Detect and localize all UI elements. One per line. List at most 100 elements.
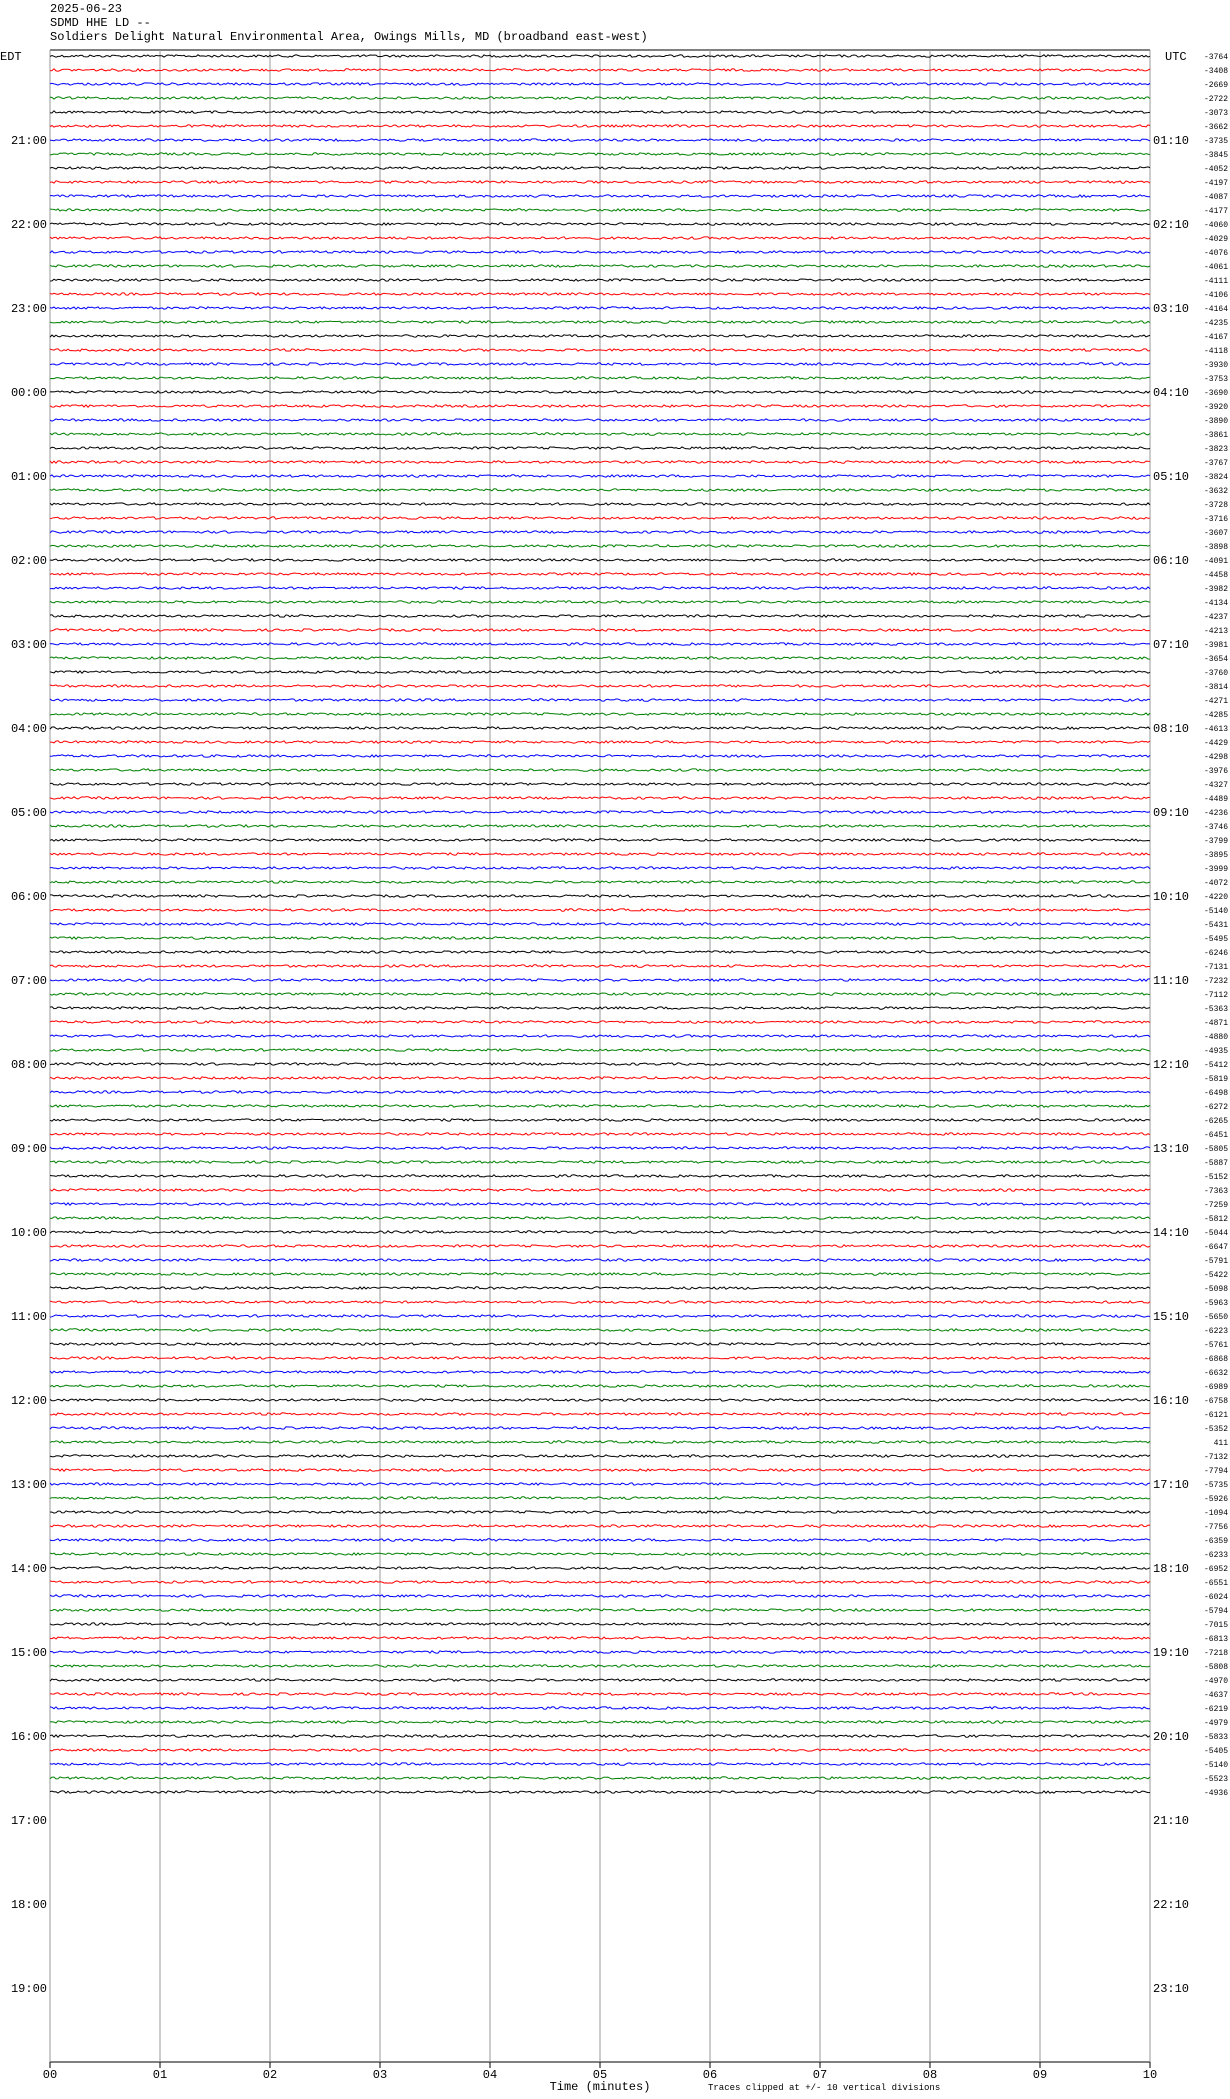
seismic-trace [49, 628, 1151, 632]
left-hour-label: 21:00 [11, 134, 47, 148]
trace-offset: -4429 [1204, 739, 1228, 748]
trace-offset: -4111 [1204, 277, 1228, 286]
left-hour-label: 22:00 [11, 218, 47, 232]
seismic-trace [49, 824, 1151, 828]
seismic-trace [49, 418, 1151, 422]
left-zone: EDT [0, 50, 22, 64]
trace-offset: -4936 [1204, 1789, 1228, 1798]
seismic-trace [49, 1342, 1151, 1346]
seismic-trace [49, 96, 1151, 100]
trace-offset: -3632 [1204, 487, 1228, 496]
trace-offset: -4052 [1204, 165, 1228, 174]
right-hour-label: 02:10 [1153, 218, 1189, 232]
trace-offset: -3824 [1204, 473, 1228, 482]
trace-offset: -4871 [1204, 1019, 1228, 1028]
seismic-trace [49, 1468, 1151, 1472]
right-hour-label: 14:10 [1153, 1226, 1189, 1240]
seismic-trace [49, 1258, 1151, 1262]
left-hour-label: 02:00 [11, 554, 47, 568]
left-hour-label: 15:00 [11, 1646, 47, 1660]
trace-offset: -5140 [1204, 1761, 1228, 1770]
seismic-trace [49, 180, 1151, 184]
seismic-trace [49, 236, 1151, 240]
trace-offset: -5098 [1204, 1285, 1228, 1294]
seismic-trace [49, 600, 1151, 604]
seismic-trace [49, 1552, 1151, 1556]
trace-offset: -4235 [1204, 319, 1228, 328]
right-hour-label: 17:10 [1153, 1478, 1189, 1492]
trace-offset: -4637 [1204, 1691, 1228, 1700]
seismic-trace [49, 768, 1151, 772]
seismic-trace [49, 1608, 1151, 1612]
seismic-trace [49, 880, 1151, 884]
left-hour-label: 16:00 [11, 1730, 47, 1744]
seismic-trace [49, 1454, 1151, 1458]
right-hour-label: 08:10 [1153, 722, 1189, 736]
seismic-trace [49, 250, 1151, 254]
seismic-trace [49, 1188, 1151, 1192]
trace-offset: -4106 [1204, 291, 1228, 300]
trace-offset: -4167 [1204, 333, 1228, 342]
x-axis-label: Time (minutes) [550, 2080, 651, 2094]
seismic-trace [49, 320, 1151, 324]
trace-offset: -4458 [1204, 571, 1228, 580]
right-hour-label: 05:10 [1153, 470, 1189, 484]
seismic-trace [49, 1202, 1151, 1206]
seismic-trace [49, 754, 1151, 758]
seismic-trace [49, 1062, 1151, 1066]
trace-offset: -3073 [1204, 109, 1228, 118]
trace-offset: -3654 [1204, 655, 1228, 664]
trace-offset: -6632 [1204, 1369, 1228, 1378]
trace-offset: -6498 [1204, 1089, 1228, 1098]
seismic-trace [49, 152, 1151, 156]
seismic-trace [49, 1538, 1151, 1542]
trace-offset: -4213 [1204, 627, 1228, 636]
trace-offset: -6359 [1204, 1537, 1228, 1546]
trace-offset: -5044 [1204, 1229, 1228, 1238]
seismic-trace [49, 1006, 1151, 1010]
trace-offset: -4237 [1204, 613, 1228, 622]
left-hour-label: 08:00 [11, 1058, 47, 1072]
seismic-trace [49, 978, 1151, 982]
seismic-trace [49, 1496, 1151, 1500]
left-hour-label: 11:00 [11, 1310, 47, 1324]
trace-offset: -6024 [1204, 1593, 1228, 1602]
seismic-trace [49, 796, 1151, 800]
seismic-trace [49, 376, 1150, 380]
seismic-trace [49, 782, 1151, 786]
trace-offset: -3764 [1204, 53, 1228, 62]
trace-offset: -5794 [1204, 1607, 1228, 1616]
trace-offset: -6265 [1204, 1117, 1228, 1126]
trace-offset: -4177 [1204, 207, 1228, 216]
x-tick-label: 03 [373, 2068, 387, 2082]
seismic-trace [49, 1622, 1151, 1626]
x-tick-label: 04 [483, 2068, 497, 2082]
trace-offset: -3920 [1204, 403, 1228, 412]
seismic-trace [49, 1118, 1151, 1122]
seismic-trace [49, 726, 1151, 730]
trace-offset: 411 [1214, 1439, 1229, 1448]
trace-offset: -6647 [1204, 1243, 1228, 1252]
seismic-trace [49, 362, 1151, 366]
left-hour-label: 23:00 [11, 302, 47, 316]
trace-offset: -4072 [1204, 879, 1228, 888]
trace-offset: -3890 [1204, 417, 1228, 426]
note: Traces clipped at +/- 10 vertical divisi… [708, 2083, 940, 2093]
right-hour-label: 21:10 [1153, 1814, 1189, 1828]
trace-offset: -4029 [1204, 235, 1228, 244]
seismic-trace [50, 866, 1151, 870]
trace-offset: -7232 [1204, 977, 1228, 986]
seismic-trace [49, 1524, 1151, 1528]
seismic-trace [49, 572, 1151, 576]
trace-offset: -7131 [1204, 963, 1228, 972]
trace-offset: -6219 [1204, 1705, 1228, 1714]
seismic-trace [49, 1440, 1151, 1444]
trace-offset: -7015 [1204, 1621, 1228, 1630]
right-hour-label: 16:10 [1153, 1394, 1189, 1408]
left-hour-label: 10:00 [11, 1226, 47, 1240]
seismic-trace [49, 1328, 1151, 1332]
seismic-trace [49, 446, 1151, 450]
trace-offset: -5412 [1204, 1061, 1228, 1070]
seismic-trace [49, 278, 1151, 282]
x-tick-label: 08 [923, 2068, 937, 2082]
